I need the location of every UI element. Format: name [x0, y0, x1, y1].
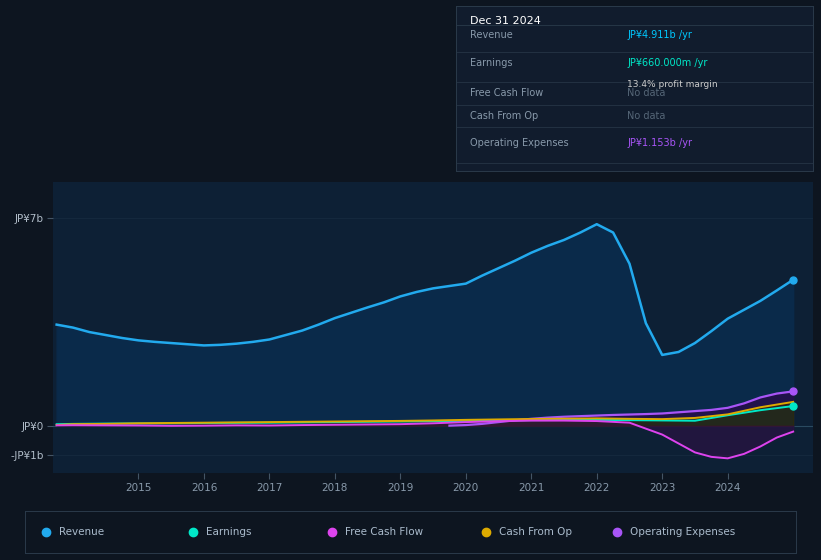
Text: Operating Expenses: Operating Expenses: [470, 138, 569, 148]
Text: Free Cash Flow: Free Cash Flow: [470, 88, 544, 98]
Text: JP¥660.000m /yr: JP¥660.000m /yr: [627, 58, 708, 68]
Text: Cash From Op: Cash From Op: [470, 110, 539, 120]
Text: Free Cash Flow: Free Cash Flow: [345, 528, 423, 537]
Text: Revenue: Revenue: [470, 30, 512, 40]
Text: Operating Expenses: Operating Expenses: [631, 528, 736, 537]
Text: No data: No data: [627, 88, 666, 98]
Text: Cash From Op: Cash From Op: [499, 528, 572, 537]
Text: Earnings: Earnings: [206, 528, 251, 537]
Text: 13.4% profit margin: 13.4% profit margin: [627, 80, 718, 89]
Text: JP¥4.911b /yr: JP¥4.911b /yr: [627, 30, 692, 40]
Text: Dec 31 2024: Dec 31 2024: [470, 16, 541, 26]
Text: Earnings: Earnings: [470, 58, 512, 68]
Text: JP¥1.153b /yr: JP¥1.153b /yr: [627, 138, 692, 148]
Text: No data: No data: [627, 110, 666, 120]
Text: Revenue: Revenue: [59, 528, 104, 537]
